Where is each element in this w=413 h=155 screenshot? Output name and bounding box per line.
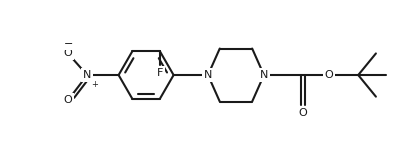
Text: N: N [83,70,91,80]
Text: O: O [63,49,72,58]
Text: N: N [260,70,268,80]
Text: O: O [324,70,333,80]
Text: O: O [299,108,308,118]
Text: +: + [92,80,98,89]
Text: N: N [204,70,212,80]
Text: F: F [157,68,163,78]
Text: −: − [64,39,73,49]
Text: O: O [63,95,72,105]
